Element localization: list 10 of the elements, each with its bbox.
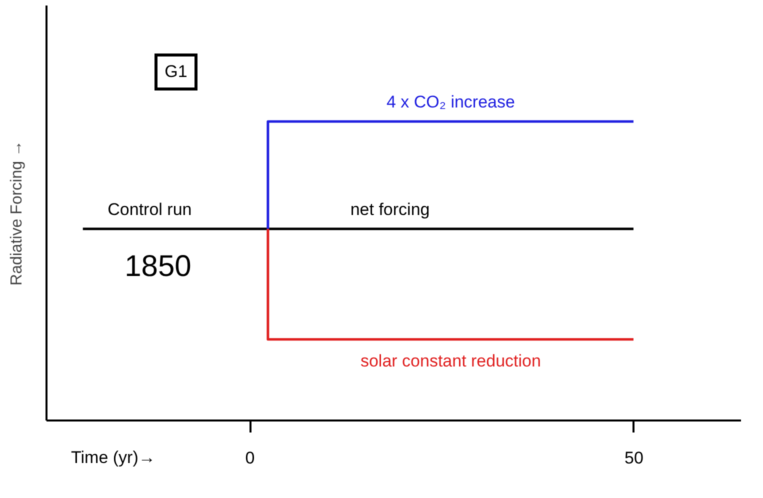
annotation: 1850	[124, 250, 192, 283]
y-axis-title: Radiative Forcing →	[8, 140, 26, 286]
x-axis-title: Time (yr)→	[71, 448, 156, 467]
x-tick-label: 50	[624, 448, 644, 468]
annotation: Control run	[108, 200, 192, 219]
series-label: solar constant reduction	[360, 351, 541, 370]
series-label: 4 x CO₂ increase	[386, 92, 515, 112]
x-tick-label: 0	[245, 448, 255, 468]
text: G1	[164, 62, 188, 81]
annotation: net forcing	[350, 200, 430, 219]
